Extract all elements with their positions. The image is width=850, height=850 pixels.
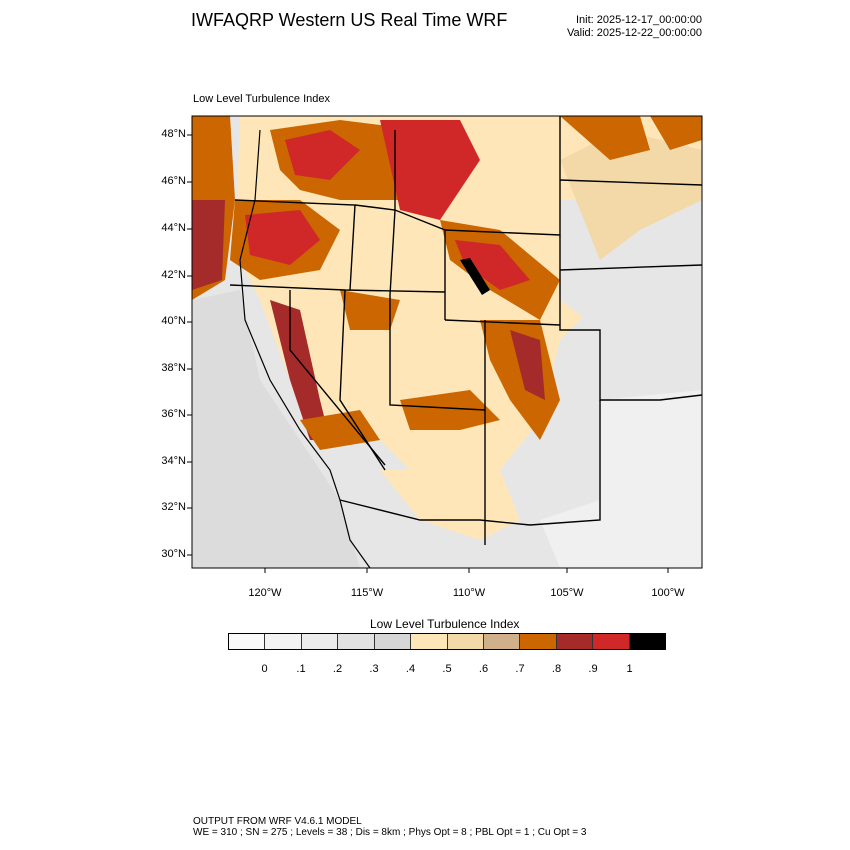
colorbar-label: .3 [369, 663, 379, 675]
state-borders [229, 116, 702, 545]
map-label: Low Level Turbulence Index [193, 93, 330, 105]
texas-gray [540, 390, 702, 568]
footer-line2: WE = 310 ; SN = 275 ; Levels = 38 ; Dis … [193, 827, 587, 838]
tick-marks [187, 134, 669, 573]
colorbar-swatch [374, 634, 412, 649]
colorbar-swatch [265, 634, 302, 649]
lat-tick-label: 40°N [161, 315, 186, 327]
colorbar-swatch [556, 634, 594, 649]
colorbar-label: .9 [588, 663, 598, 675]
colorbar [228, 633, 666, 650]
lon-tick-label: 100°W [651, 587, 685, 599]
colorbar-swatch [338, 634, 375, 649]
peak-max [460, 258, 490, 295]
model-info: OUTPUT FROM WRF V4.6.1 MODEL WE = 310 ; … [193, 816, 586, 838]
socal-mountains [300, 410, 380, 450]
lon-tick-label: 120°W [248, 587, 282, 599]
valid-time: Valid: 2025-12-22_00:00:00 [567, 27, 702, 39]
coastline [239, 129, 371, 568]
init-time: Init: 2025-12-17_00:00:00 [576, 14, 702, 26]
montana-ranges [380, 120, 480, 220]
colorbar-swatch [593, 634, 630, 649]
colorbar-title: Low Level Turbulence Index [370, 617, 520, 631]
page-title: IWFAQRP Western US Real Time WRF [191, 10, 508, 30]
colorbar-label: .2 [332, 663, 343, 675]
colorbar-swatch [229, 634, 266, 649]
footer-line1: OUTPUT FROM WRF V4.6.1 MODEL [193, 816, 362, 827]
great-basin-ranges [340, 290, 400, 330]
colorbar-swatch [301, 634, 339, 649]
colorbar-label: .1 [296, 663, 306, 675]
lat-tick-label: 42°N [161, 269, 186, 281]
colorbar-label: .7 [515, 663, 525, 675]
colorbar-swatch [483, 634, 521, 649]
colorbar-label: 1 [626, 663, 633, 675]
lon-tick-label: 110°W [452, 587, 486, 599]
colorbar-label: .5 [442, 663, 452, 675]
lat-tick-label: 34°N [161, 455, 186, 467]
colorbar-label: 0 [261, 663, 268, 675]
lat-tick-label: 36°N [161, 408, 186, 420]
colorbar-label: .4 [405, 663, 416, 675]
montana-east [560, 130, 702, 260]
lon-tick-label: 115°W [350, 587, 384, 599]
lat-tick-label: 32°N [161, 501, 186, 513]
lat-tick-label: 48°N [161, 128, 186, 140]
lat-tick-label: 46°N [161, 175, 186, 187]
colorbar-swatch [520, 634, 557, 649]
map-frame [191, 115, 703, 569]
ocean-region [192, 290, 360, 568]
lat-tick-label: 30°N [161, 548, 186, 560]
lat-tick-label: 44°N [161, 222, 186, 234]
offshore-core [192, 200, 225, 290]
colorbar-swatch [629, 634, 666, 649]
colorbar-label: .8 [551, 663, 562, 675]
mogollon-rim [400, 390, 500, 430]
colorbar-swatch [411, 634, 448, 649]
sierra-nevada [270, 300, 330, 440]
colorbar-label: .6 [478, 663, 489, 675]
time-info: Init: 2025-12-17_00:00:00 Valid: 2025-12… [567, 14, 702, 40]
colorbar-swatch [447, 634, 484, 649]
lat-tick-label: 38°N [161, 362, 186, 374]
lon-tick-label: 105°W [550, 587, 584, 599]
plains-gray [560, 200, 702, 400]
